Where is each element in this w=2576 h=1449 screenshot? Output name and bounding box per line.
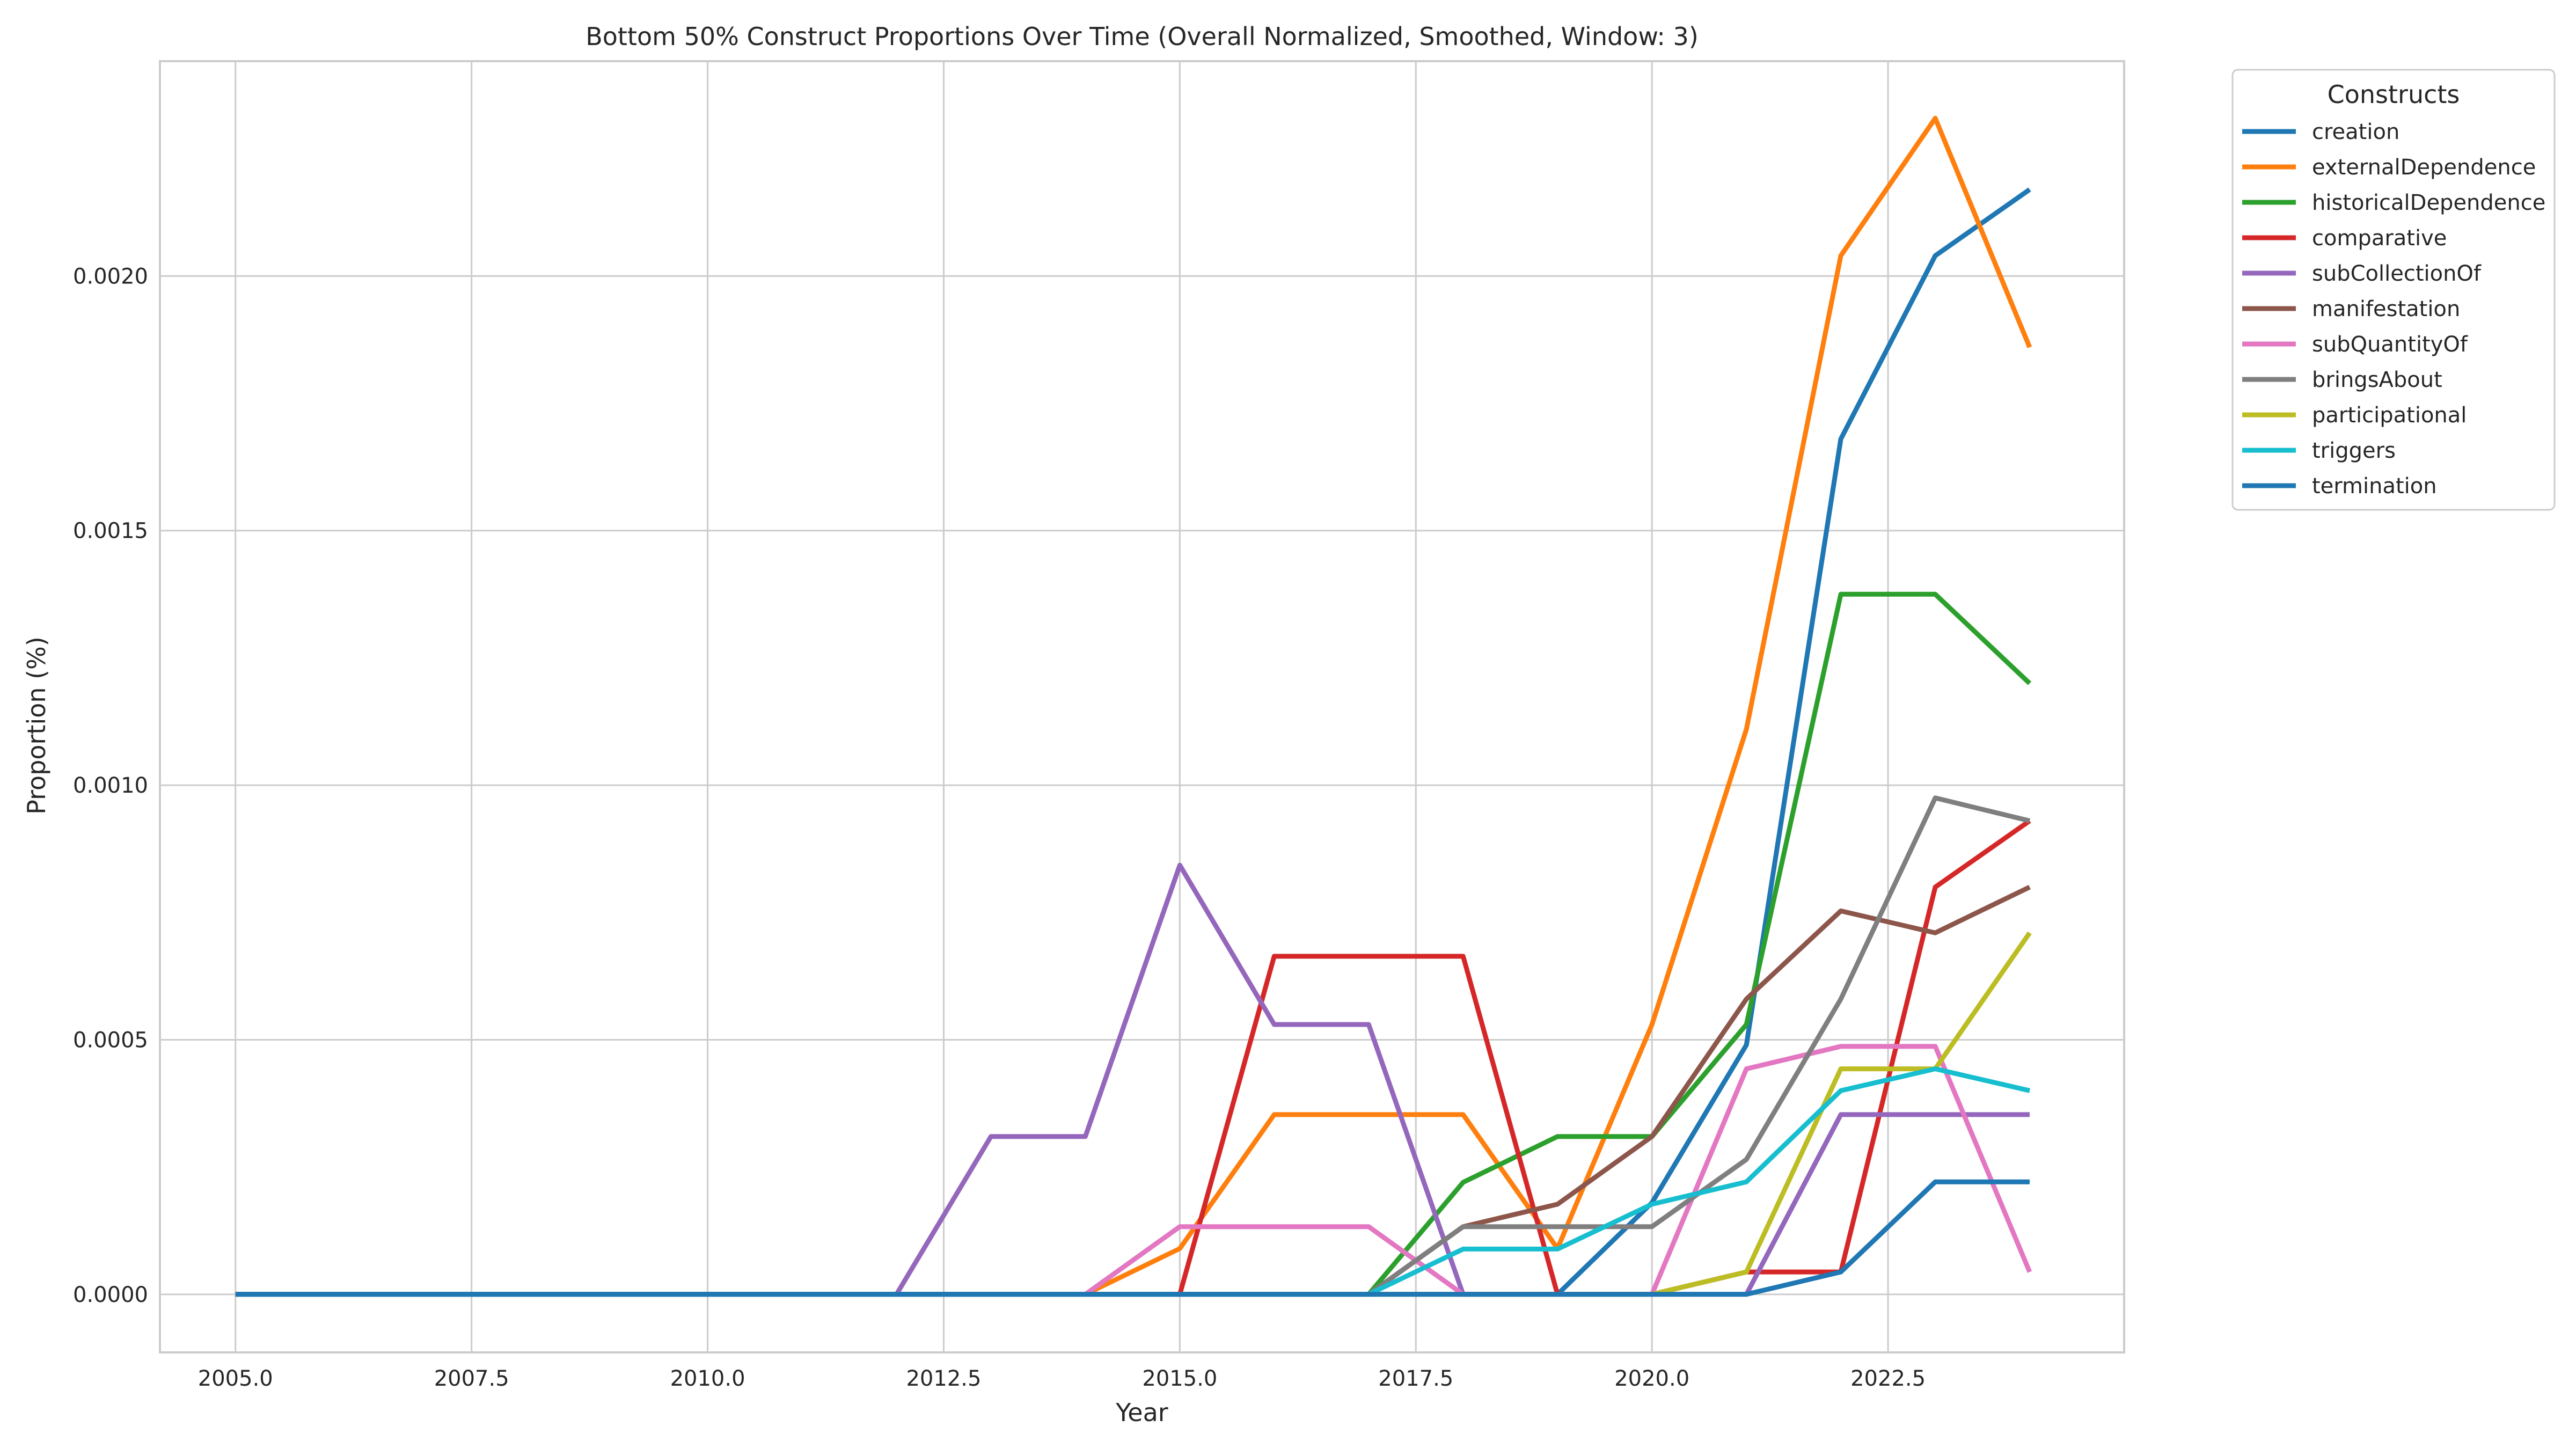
legend-label-subQuantityOf: subQuantityOf [2312, 332, 2468, 357]
legend-title: Constructs [2328, 80, 2460, 109]
y-tick-label: 0.0010 [73, 773, 148, 798]
legend-items: creation externalDependence historicalDepe… [2242, 120, 2545, 499]
y-tick-label: 0.0000 [73, 1283, 148, 1307]
chart-title: Bottom 50% Construct Proportions Over Ti… [586, 22, 1699, 51]
axis-ticks: 2005.0 2007.5 2010.0 2012.5 2015.0 2017.5 2020… [73, 264, 1926, 1391]
grid-lines [160, 61, 2124, 1352]
y-axis-label: Proportion (%) [22, 636, 51, 815]
legend-label-externalDependence: externalDependence [2312, 155, 2536, 180]
x-tick-label: 2007.5 [434, 1366, 509, 1391]
series-line-termination [235, 1179, 2030, 1297]
y-tick-label: 0.0015 [73, 519, 148, 544]
legend-label-historicalDependence: historicalDependence [2312, 191, 2545, 215]
series-line-creation [235, 187, 2031, 1297]
x-tick-label: 2012.5 [906, 1366, 981, 1391]
x-tick-label: 2005.0 [198, 1366, 273, 1391]
y-tick-label: 0.0020 [73, 264, 148, 289]
series-lines [235, 115, 2032, 1297]
legend: Constructs creation externalDependence his… [2231, 69, 2556, 511]
x-axis-label: Year [1115, 1398, 1168, 1427]
legend-label-termination: termination [2312, 474, 2437, 499]
legend-label-subCollectionOf: subCollectionOf [2312, 261, 2482, 286]
x-tick-label: 2020.0 [1614, 1366, 1689, 1391]
series-line-comparative [235, 818, 2031, 1297]
x-tick-label: 2022.5 [1850, 1366, 1926, 1391]
plot-frame [159, 60, 2125, 1353]
legend-label-manifestation: manifestation [2312, 297, 2460, 321]
y-tick-label: 0.0005 [73, 1028, 148, 1052]
series-line-bringsAbout [235, 795, 2031, 1297]
legend-label-triggers: triggers [2312, 438, 2396, 463]
x-tick-label: 2015.0 [1142, 1366, 1217, 1391]
legend-box [2231, 69, 2556, 511]
series-line-externalDependence [235, 115, 2032, 1297]
x-tick-label: 2010.0 [670, 1366, 745, 1391]
legend-label-participational: participational [2312, 403, 2467, 428]
legend-label-creation: creation [2312, 120, 2399, 144]
series-line-subCollectionOf [235, 862, 2030, 1297]
x-tick-label: 2017.5 [1378, 1366, 1453, 1391]
legend-label-comparative: comparative [2312, 226, 2447, 251]
legend-label-bringsAbout: bringsAbout [2312, 368, 2442, 392]
